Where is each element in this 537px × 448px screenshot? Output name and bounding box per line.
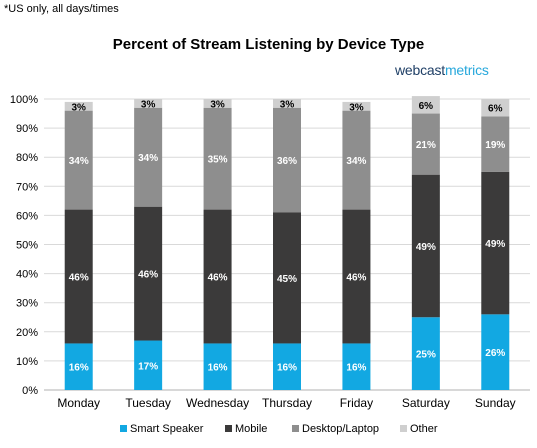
x-category-label: Monday — [57, 396, 100, 410]
y-tick-label: 30% — [16, 298, 38, 310]
bar-segment-mobile — [203, 209, 232, 344]
bar-segment-other — [481, 99, 510, 117]
x-category-label: Sunday — [475, 396, 516, 410]
legend-swatch — [225, 425, 232, 432]
bar-segment-smart-speaker — [342, 343, 371, 390]
data-label: 25% — [416, 350, 436, 361]
legend-label: Smart Speaker — [130, 423, 204, 435]
bar-segment-smart-speaker — [273, 343, 301, 390]
legend-swatch — [120, 425, 127, 432]
data-label: 3% — [71, 102, 86, 113]
data-label: 49% — [416, 242, 436, 253]
data-label: 3% — [349, 102, 364, 113]
bar-segment-mobile — [342, 209, 371, 344]
data-label: 46% — [208, 273, 228, 284]
webcastmetrics-logo: webcastmetrics — [395, 62, 489, 78]
bar-segment-mobile — [134, 206, 163, 341]
data-label: 16% — [277, 363, 297, 374]
bar-segment-smart-speaker — [64, 343, 93, 390]
bar-segment-other — [64, 101, 93, 111]
bar-segment-desktop-laptop — [342, 110, 371, 210]
data-label: 17% — [138, 361, 158, 372]
bar-segment-mobile — [481, 171, 510, 315]
bar-segment-mobile — [411, 174, 440, 318]
data-label: 3% — [280, 99, 295, 110]
data-label: 21% — [416, 140, 436, 151]
y-tick-label: 90% — [16, 123, 38, 135]
footnote: *US only, all days/times — [4, 3, 119, 15]
y-tick-label: 80% — [16, 152, 38, 164]
data-label: 46% — [346, 273, 366, 284]
bar-segment-other — [411, 96, 440, 114]
data-label: 34% — [138, 153, 158, 164]
x-category-label: Thursday — [262, 396, 312, 410]
y-tick-label: 100% — [10, 94, 38, 106]
x-category-label: Wednesday — [186, 396, 249, 410]
data-label: 36% — [277, 156, 297, 167]
logo-part-webcast: webcast — [395, 62, 445, 78]
y-tick-label: 70% — [16, 181, 38, 193]
bar-segment-other — [134, 99, 163, 108]
bar-segment-smart-speaker — [203, 343, 232, 390]
legend-label: Desktop/Laptop — [302, 423, 379, 435]
data-label: 49% — [485, 239, 505, 250]
bar-segment-other — [273, 99, 301, 108]
data-label: 46% — [138, 270, 158, 281]
bar-segment-desktop-laptop — [203, 107, 232, 210]
legend-label: Other — [410, 423, 438, 435]
y-tick-label: 10% — [16, 356, 38, 368]
legend-swatch — [292, 425, 299, 432]
data-label: 16% — [69, 363, 89, 374]
data-label: 16% — [346, 363, 366, 374]
y-tick-label: 50% — [16, 240, 38, 252]
legend-label: Mobile — [235, 423, 267, 435]
bar-segment-smart-speaker — [481, 314, 510, 390]
x-category-label: Saturday — [402, 396, 450, 410]
data-label: 6% — [419, 101, 434, 112]
data-label: 3% — [210, 99, 225, 110]
x-category-label: Tuesday — [125, 396, 171, 410]
data-label: 19% — [485, 140, 505, 151]
bar-segment-smart-speaker — [134, 340, 163, 390]
data-label: 35% — [208, 155, 228, 166]
y-tick-label: 0% — [22, 385, 38, 397]
data-label: 46% — [69, 273, 89, 284]
bar-segment-mobile — [273, 212, 301, 344]
data-label: 3% — [141, 99, 156, 110]
bar-segment-desktop-laptop — [481, 116, 510, 172]
legend-swatch — [400, 425, 407, 432]
bar-segment-smart-speaker — [411, 317, 440, 390]
bar-segment-other — [342, 101, 371, 111]
x-category-label: Friday — [340, 396, 373, 410]
data-label: 26% — [485, 348, 505, 359]
data-label: 16% — [208, 363, 228, 374]
bar-segment-desktop-laptop — [411, 113, 440, 175]
bar-segment-other — [203, 99, 232, 108]
data-label: 34% — [346, 156, 366, 167]
bar-segment-desktop-laptop — [134, 107, 163, 207]
y-tick-label: 40% — [16, 269, 38, 281]
chart-title: Percent of Stream Listening by Device Ty… — [112, 36, 425, 53]
y-tick-label: 20% — [16, 327, 38, 339]
bar-segment-desktop-laptop — [273, 107, 301, 213]
bar-segment-mobile — [64, 209, 93, 344]
data-label: 34% — [69, 156, 89, 167]
data-label: 45% — [277, 274, 297, 285]
logo-part-metrics: metrics — [444, 62, 489, 78]
bar-segment-desktop-laptop — [64, 110, 93, 210]
data-label: 6% — [488, 104, 503, 115]
y-tick-label: 60% — [16, 210, 38, 222]
